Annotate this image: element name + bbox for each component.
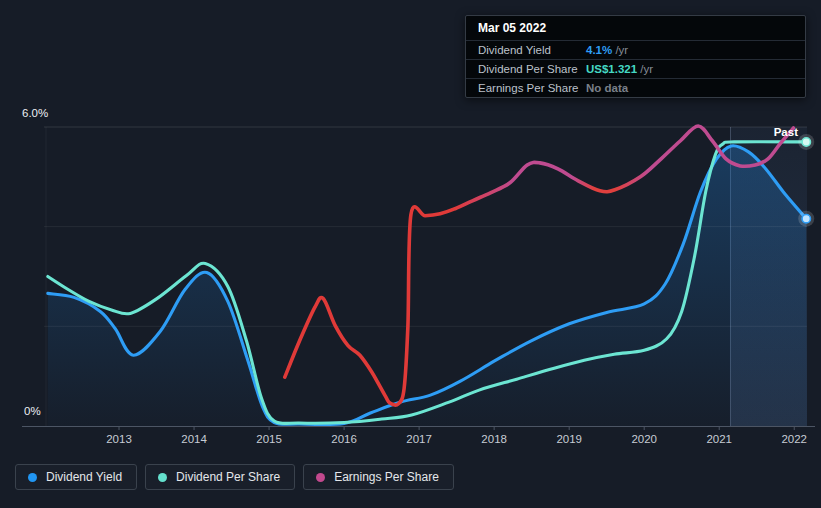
tooltip-row-dividend-per-share: Dividend Per Share US$1.321 /yr — [466, 59, 805, 78]
tooltip-unit: /yr — [612, 44, 628, 56]
past-label: Past — [774, 126, 798, 138]
y-axis-label-bottom: 0% — [24, 405, 41, 417]
legend-label: Dividend Per Share — [176, 470, 280, 484]
tooltip-value-dividend-yield: 4.1% — [586, 44, 612, 56]
x-axis-label-2020: 2020 — [631, 433, 657, 445]
legend-label: Earnings Per Share — [334, 470, 439, 484]
x-axis-label-2017: 2017 — [406, 433, 432, 445]
y-axis-label-top: 6.0% — [22, 107, 48, 119]
legend-item-earnings-per-share[interactable]: Earnings Per Share — [303, 464, 454, 490]
x-axis-label-2021: 2021 — [706, 433, 732, 445]
x-axis-label-2022: 2022 — [781, 433, 807, 445]
tooltip-value-earnings-per-share: No data — [586, 82, 628, 94]
legend-item-dividend-yield[interactable]: Dividend Yield — [15, 464, 137, 490]
tooltip-label: Dividend Yield — [478, 44, 586, 56]
x-axis-label-2019: 2019 — [556, 433, 582, 445]
x-axis-label-2018: 2018 — [481, 433, 507, 445]
tooltip-unit: /yr — [637, 63, 653, 75]
dividend-per-share-endpoint-marker[interactable] — [802, 138, 810, 146]
legend-label: Dividend Yield — [46, 470, 122, 484]
x-axis-label-2014: 2014 — [181, 433, 207, 445]
dividend-yield-area-fill — [48, 146, 807, 426]
legend-item-dividend-per-share[interactable]: Dividend Per Share — [145, 464, 295, 490]
legend-dot-earnings-per-share-icon — [316, 473, 325, 482]
tooltip-row-earnings-per-share: Earnings Per Share No data — [466, 78, 805, 97]
tooltip-label: Earnings Per Share — [478, 82, 586, 94]
tooltip-date: Mar 05 2022 — [466, 16, 805, 40]
dividend-yield-endpoint-marker[interactable] — [802, 214, 810, 222]
chart-legend: Dividend Yield Dividend Per Share Earnings… — [15, 464, 454, 490]
x-axis-label-2013: 2013 — [106, 433, 132, 445]
legend-dot-dividend-per-share-icon — [158, 473, 167, 482]
dividend-history-page: 2013 2014 2015 2016 2017 2018 2019 2020 2021 2022… — [0, 0, 821, 508]
tooltip-row-dividend-yield: Dividend Yield 4.1% /yr — [466, 40, 805, 59]
x-axis-label-2015: 2015 — [256, 433, 282, 445]
tooltip-value-dividend-per-share: US$1.321 — [586, 63, 637, 75]
chart-tooltip: Mar 05 2022 Dividend Yield 4.1% /yr Divi… — [465, 15, 806, 98]
legend-dot-dividend-yield-icon — [28, 473, 37, 482]
x-axis-label-2016: 2016 — [331, 433, 357, 445]
tooltip-label: Dividend Per Share — [478, 63, 586, 75]
